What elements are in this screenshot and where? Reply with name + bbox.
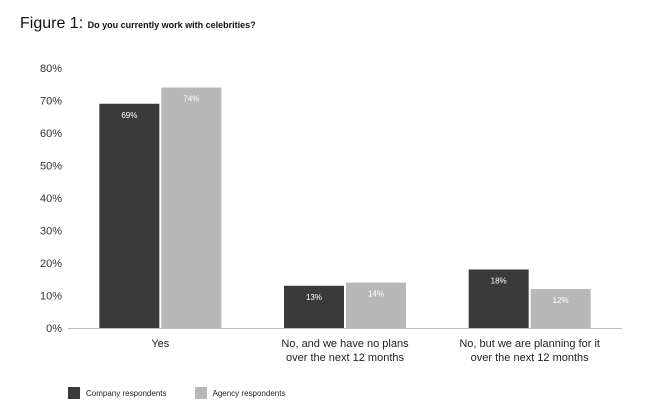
- figure-title: Figure 1: Do you currently work with cel…: [20, 15, 256, 33]
- legend-swatch-company: [68, 387, 80, 399]
- data-label: 74%: [183, 95, 199, 104]
- data-label: 12%: [553, 296, 569, 305]
- y-tick-label: 80%: [40, 63, 62, 75]
- y-tick-label: 60%: [40, 128, 62, 140]
- bar-agency: [530, 289, 591, 328]
- y-tick-label: 30%: [40, 226, 62, 238]
- legend-label-agency: Agency respondents: [212, 388, 286, 398]
- chart-legend: Company respondents Agency respondents: [68, 387, 313, 399]
- data-label: 18%: [491, 277, 507, 286]
- y-tick-label: 70%: [40, 96, 62, 108]
- x-tick-label: No, but we are planning for it: [459, 338, 600, 350]
- y-tick-label: 0%: [46, 323, 62, 335]
- bar-company: [468, 269, 529, 328]
- figure-label: Figure 1:: [20, 15, 84, 32]
- legend-label-company: Company respondents: [86, 388, 167, 398]
- data-label: 69%: [121, 111, 137, 120]
- legend-item-company: Company respondents: [68, 387, 167, 399]
- y-tick-label: 10%: [40, 291, 62, 303]
- bar-company: [99, 103, 160, 328]
- legend-swatch-agency: [194, 387, 207, 399]
- y-tick-label: 50%: [40, 161, 62, 173]
- figure-question: Do you currently work with celebrities?: [87, 20, 256, 30]
- bar-agency: [161, 87, 222, 328]
- y-tick-label: 40%: [40, 193, 62, 205]
- data-label: 13%: [306, 293, 322, 302]
- y-tick-label: 20%: [40, 258, 62, 270]
- x-tick-label: Yes: [151, 338, 169, 350]
- bar-company: [284, 285, 344, 328]
- x-tick-label: No, and we have no plans: [281, 338, 409, 350]
- x-tick-label: over the next 12 months: [286, 352, 405, 364]
- legend-item-agency: Agency respondents: [194, 387, 286, 399]
- data-label: 14%: [368, 290, 384, 299]
- x-tick-label: over the next 12 months: [471, 352, 590, 364]
- bar-agency: [346, 282, 406, 328]
